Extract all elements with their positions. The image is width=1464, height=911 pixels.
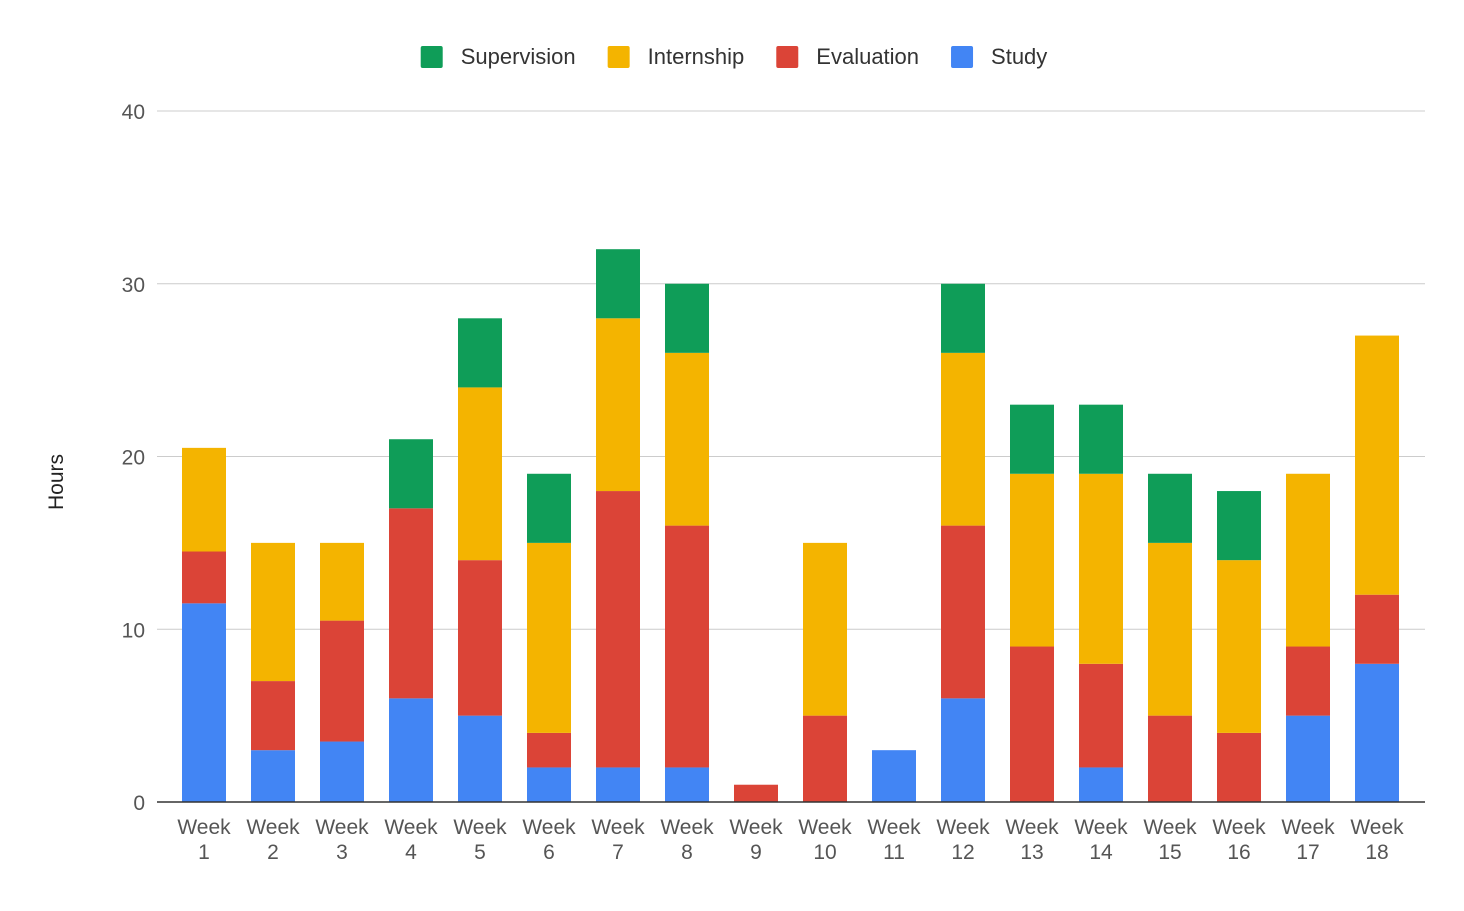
bar-internship-week-12 xyxy=(941,352,985,526)
bar-evaluation-week-16 xyxy=(1217,732,1261,802)
bar-evaluation-week-5 xyxy=(458,560,502,716)
y-axis-title: Hours xyxy=(45,454,68,510)
x-tick-label: Week 13 xyxy=(1005,816,1059,864)
bar-internship-week-3 xyxy=(320,542,364,621)
legend-item-study[interactable]: Study xyxy=(951,44,1047,69)
bar-study-week-14 xyxy=(1079,767,1123,802)
bar-internship-week-2 xyxy=(251,542,295,682)
bar-evaluation-week-9 xyxy=(734,784,778,802)
bar-internship-week-18 xyxy=(1355,335,1399,595)
bar-evaluation-week-14 xyxy=(1079,663,1123,768)
bar-study-week-3 xyxy=(320,741,364,802)
bar-evaluation-week-15 xyxy=(1148,715,1192,802)
x-tick-label: Week 12 xyxy=(936,816,990,864)
bar-evaluation-week-7 xyxy=(596,491,640,768)
legend-item-supervision[interactable]: Supervision xyxy=(420,44,576,69)
bar-internship-week-15 xyxy=(1148,542,1192,716)
x-tick-label: Week 1 xyxy=(177,816,231,864)
legend-label: Evaluation xyxy=(816,44,919,69)
legend-swatch xyxy=(951,46,974,68)
x-tick-label: Week 14 xyxy=(1074,816,1128,864)
bar-internship-week-7 xyxy=(596,318,640,492)
x-tick-label: Week 11 xyxy=(867,816,921,864)
y-tick-label: 10 xyxy=(122,619,145,642)
bar-supervision-week-14 xyxy=(1079,404,1123,474)
bar-evaluation-week-17 xyxy=(1286,646,1330,716)
bar-study-week-4 xyxy=(389,698,433,802)
axes: 0 10 20 30 40 Week 1 Week 2 Week 3 Week 4 Week 5 Week 6 W… xyxy=(122,101,1425,864)
bar-internship-week-5 xyxy=(458,387,502,561)
x-tick-label: Week 15 xyxy=(1143,816,1197,864)
y-tick-label: 30 xyxy=(122,274,145,297)
bar-internship-week-17 xyxy=(1286,473,1330,647)
x-tick-label: Week 4 xyxy=(384,816,438,864)
legend-item-evaluation[interactable]: Evaluation xyxy=(776,44,919,69)
bar-study-week-6 xyxy=(527,767,571,802)
bar-supervision-week-12 xyxy=(941,283,985,353)
bar-evaluation-week-2 xyxy=(251,681,295,751)
bar-internship-week-8 xyxy=(665,352,709,526)
legend: Supervision Internship Evaluation Study xyxy=(420,44,1047,69)
bar-study-week-2 xyxy=(251,750,295,802)
bar-evaluation-week-6 xyxy=(527,732,571,768)
x-tick-label: Week 6 xyxy=(522,816,576,864)
bar-supervision-week-13 xyxy=(1010,404,1054,474)
bar-supervision-week-16 xyxy=(1217,491,1261,561)
bar-supervision-week-4 xyxy=(389,439,433,509)
gridlines xyxy=(157,110,1425,630)
x-tick-label: Week 18 xyxy=(1350,816,1404,864)
y-tick-label: 20 xyxy=(122,447,145,470)
legend-label: Study xyxy=(991,44,1047,69)
legend-label: Internship xyxy=(648,44,745,69)
bar-study-week-8 xyxy=(665,767,709,802)
y-tick-label: 0 xyxy=(133,792,145,815)
bar-supervision-week-5 xyxy=(458,318,502,388)
bar-evaluation-week-1 xyxy=(182,551,226,604)
legend-swatch xyxy=(420,46,443,68)
x-tick-label: Week 9 xyxy=(729,816,783,864)
x-tick-label: Week 17 xyxy=(1281,816,1335,864)
x-tick-label: Week 2 xyxy=(246,816,300,864)
bar-supervision-week-7 xyxy=(596,249,640,319)
bar-internship-week-16 xyxy=(1217,560,1261,733)
bar-internship-week-14 xyxy=(1079,473,1123,664)
bar-internship-week-13 xyxy=(1010,473,1054,647)
bar-study-week-11 xyxy=(872,750,916,802)
bar-evaluation-week-8 xyxy=(665,525,709,768)
legend-swatch xyxy=(607,46,630,68)
legend-label: Supervision xyxy=(461,44,576,69)
legend-swatch xyxy=(776,46,799,68)
bar-evaluation-week-4 xyxy=(389,508,433,699)
bar-evaluation-week-12 xyxy=(941,525,985,699)
bar-supervision-week-8 xyxy=(665,283,709,353)
bar-study-week-1 xyxy=(182,603,226,802)
bars xyxy=(182,249,1399,802)
bar-study-week-7 xyxy=(596,767,640,802)
legend-item-internship[interactable]: Internship xyxy=(607,44,745,69)
x-tick-label: Week 10 xyxy=(798,816,852,864)
bar-evaluation-week-13 xyxy=(1010,646,1054,802)
bar-study-week-18 xyxy=(1355,663,1399,802)
bar-study-week-17 xyxy=(1286,715,1330,802)
bar-internship-week-10 xyxy=(803,542,847,716)
x-tick-label: Week 8 xyxy=(660,816,714,864)
bar-supervision-week-15 xyxy=(1148,473,1192,543)
x-tick-label: Week 7 xyxy=(591,816,645,864)
bar-internship-week-6 xyxy=(527,542,571,733)
bar-evaluation-week-18 xyxy=(1355,594,1399,664)
bar-evaluation-week-3 xyxy=(320,620,364,742)
y-tick-label: 40 xyxy=(122,101,145,124)
bar-study-week-5 xyxy=(458,715,502,802)
bar-supervision-week-6 xyxy=(527,473,571,543)
bar-study-week-12 xyxy=(941,698,985,802)
x-tick-label: Week 16 xyxy=(1212,816,1266,864)
x-tick-label: Week 3 xyxy=(315,816,369,864)
x-tick-label: Week 5 xyxy=(453,816,507,864)
bar-internship-week-1 xyxy=(182,447,226,552)
bar-evaluation-week-10 xyxy=(803,715,847,802)
